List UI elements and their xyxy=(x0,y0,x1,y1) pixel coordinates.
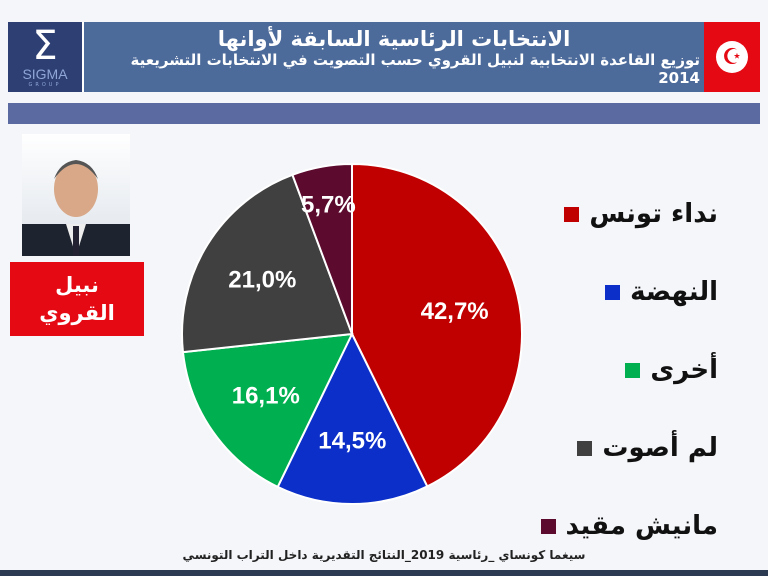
header: Σ SIGMA GROUP الانتخابات الرئاسية السابقة … xyxy=(8,22,760,92)
legend-item: لم أصوت xyxy=(541,409,718,487)
legend-swatch xyxy=(540,518,556,534)
footer: سيغما كونساي _رئاسية 2019_النتائج التقدي… xyxy=(182,548,586,562)
legend-label: لم أصوت xyxy=(602,433,718,463)
legend-item: أخرى xyxy=(541,331,718,409)
data-label: 5,7% xyxy=(301,192,356,219)
legend-label: نداء تونس xyxy=(589,199,718,229)
legend-item: النهضة xyxy=(541,253,718,331)
legend-item: مانيش مقيد xyxy=(540,487,718,565)
pie-slice xyxy=(276,331,429,505)
pie-slice xyxy=(351,162,523,488)
legend-swatch xyxy=(564,206,580,222)
pie-slice xyxy=(181,173,354,354)
legend-label: مانيش مقيد xyxy=(565,511,718,541)
candidate-photo xyxy=(22,134,130,256)
legend: نداء تونس النهضة أخرى لم أصوت مانيش مقيد xyxy=(540,175,718,565)
legend-label: النهضة xyxy=(630,277,718,307)
legend-swatch xyxy=(577,440,593,456)
page-subtitle: توزيع القاعدة الانتخابية لنبيل القروي حس… xyxy=(130,51,700,87)
page-title: الانتخابات الرئاسية السابقة لأوانها xyxy=(217,27,571,51)
divider-bar xyxy=(8,103,760,124)
sigma-logo: Σ SIGMA GROUP xyxy=(8,22,84,92)
data-label: 42,7% xyxy=(421,298,489,325)
pie-slice xyxy=(291,162,353,335)
data-label: 16,1% xyxy=(232,383,300,410)
legend-swatch xyxy=(605,284,621,300)
tunisia-flag-icon: ☪ xyxy=(704,22,760,92)
legend-item: نداء تونس xyxy=(541,175,718,253)
footer-line xyxy=(0,570,768,576)
data-label: 14,5% xyxy=(318,427,386,454)
pie-slice xyxy=(181,332,354,489)
legend-swatch xyxy=(625,362,641,378)
data-label: 21,0% xyxy=(228,267,296,294)
candidate-name: نبيل القروي xyxy=(10,262,144,336)
legend-label: أخرى xyxy=(650,355,718,385)
